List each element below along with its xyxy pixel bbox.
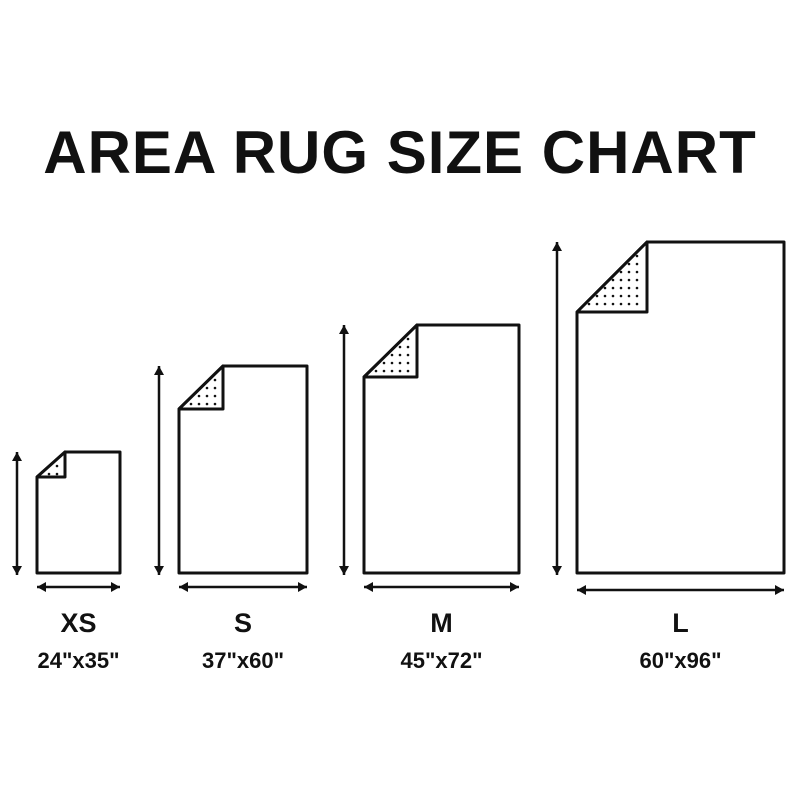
- fold-dot: [390, 369, 394, 373]
- fold-dot: [205, 386, 209, 390]
- dimensions-label: 37"x60": [201, 648, 285, 673]
- fold-dot: [406, 353, 410, 357]
- width-arrow: [364, 582, 519, 592]
- fold-dot: [197, 394, 201, 398]
- fold-dot: [627, 262, 631, 266]
- fold-dot: [406, 361, 410, 365]
- fold-dot: [374, 369, 378, 373]
- rug-fold-corner: [35, 450, 67, 479]
- fold-dot: [635, 254, 639, 258]
- fold-dot: [382, 369, 386, 373]
- fold-dot: [205, 394, 209, 398]
- height-arrow: [552, 242, 562, 575]
- rug-fold-corner: [177, 364, 225, 411]
- height-arrow: [339, 325, 349, 575]
- fold-dot: [627, 302, 631, 306]
- dimensions-label: 45"x72": [400, 648, 483, 673]
- fold-dot: [213, 402, 217, 406]
- fold-dot: [627, 294, 631, 298]
- fold-dot: [635, 286, 639, 290]
- fold-dot: [627, 270, 631, 274]
- fold-dot: [611, 278, 615, 282]
- fold-dot: [213, 394, 217, 398]
- size-label: XS: [60, 608, 97, 638]
- fold-dot: [205, 402, 209, 406]
- fold-dot: [619, 286, 623, 290]
- height-arrow: [154, 366, 164, 575]
- fold-dot: [611, 286, 615, 290]
- fold-dot: [197, 402, 201, 406]
- fold-dot: [595, 302, 599, 306]
- fold-dot: [627, 278, 631, 282]
- fold-dot: [55, 472, 59, 476]
- fold-dot: [398, 369, 402, 373]
- fold-dot: [398, 361, 402, 365]
- fold-dot: [390, 361, 394, 365]
- width-arrow: [577, 585, 784, 595]
- rug-fold-corner: [575, 240, 649, 314]
- size-label: L: [672, 608, 689, 638]
- width-arrow: [179, 582, 307, 592]
- fold-dot: [189, 402, 193, 406]
- chart-title: AREA RUG SIZE CHART: [43, 119, 757, 186]
- height-arrow: [12, 452, 22, 575]
- fold-dot: [406, 337, 410, 341]
- fold-dot: [619, 278, 623, 282]
- fold-dot: [398, 345, 402, 349]
- fold-dot: [627, 286, 631, 290]
- fold-dot: [390, 353, 394, 357]
- size-label: M: [430, 608, 453, 638]
- width-arrow: [37, 582, 120, 592]
- fold-dot: [398, 353, 402, 357]
- fold-dot: [603, 294, 607, 298]
- fold-dot: [619, 302, 623, 306]
- fold-dot: [382, 361, 386, 365]
- fold-dot: [635, 278, 639, 282]
- size-label: S: [233, 608, 252, 638]
- dimensions-label: 60"x96": [639, 648, 722, 673]
- fold-dot: [213, 386, 217, 390]
- fold-dot: [611, 302, 615, 306]
- fold-dot: [603, 286, 607, 290]
- fold-dot: [55, 464, 59, 468]
- fold-dot: [213, 378, 217, 382]
- fold-dot: [619, 294, 623, 298]
- fold-dot: [635, 294, 639, 298]
- fold-dot: [406, 369, 410, 373]
- fold-dot: [603, 302, 607, 306]
- fold-dot: [635, 270, 639, 274]
- rug-fold-corner: [362, 323, 419, 379]
- fold-dot: [619, 270, 623, 274]
- fold-dot: [406, 345, 410, 349]
- fold-dot: [635, 262, 639, 266]
- fold-dot: [611, 294, 615, 298]
- fold-dot: [635, 302, 639, 306]
- fold-dot: [587, 302, 591, 306]
- dimensions-label: 24"x35": [37, 648, 120, 673]
- fold-dot: [47, 472, 51, 476]
- fold-dot: [595, 294, 599, 298]
